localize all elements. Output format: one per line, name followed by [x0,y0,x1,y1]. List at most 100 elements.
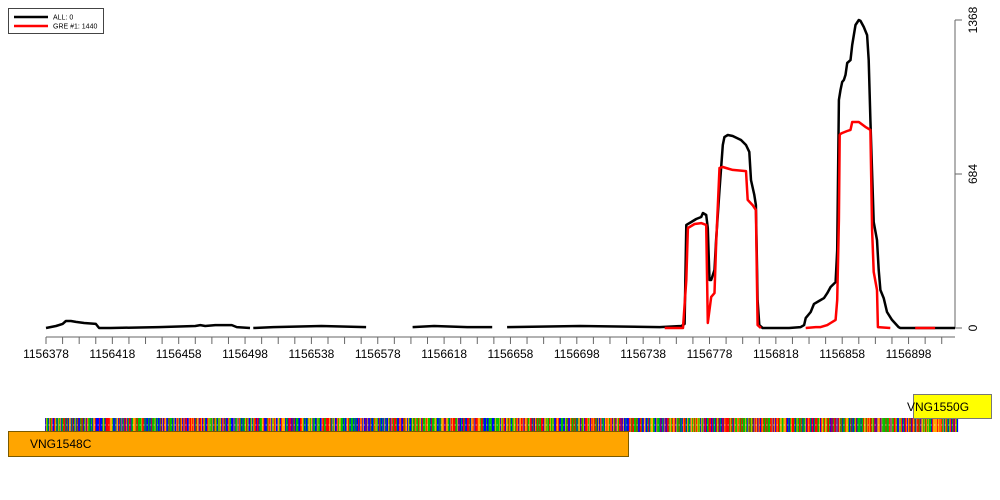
base-mark [494,418,496,432]
base-mark [137,418,139,432]
x-tick-label: 1156778 [687,347,733,361]
y-tick-label: 1368 [966,6,980,33]
base-mark [207,418,209,432]
base-mark [254,418,256,432]
x-tick-label: 1156818 [753,347,799,361]
base-mark [957,418,959,432]
base-mark [813,418,815,432]
base-mark [667,418,669,432]
base-mark [211,418,213,432]
base-mark [648,418,650,432]
base-mark [718,418,720,432]
base-mark [289,418,291,432]
base-mark [240,418,242,432]
gene-box-vng1550g[interactable] [913,394,992,419]
base-mark [280,418,283,432]
base-mark [708,418,710,432]
base-mark [911,418,913,432]
base-mark [544,418,546,432]
base-mark [828,418,830,432]
base-mark [901,418,903,432]
base-mark [564,418,566,432]
base-mark [203,418,205,432]
base-mark [681,418,683,432]
base-mark [452,418,454,432]
base-mark [519,418,521,432]
base-mark [249,418,251,432]
base-mark [638,418,641,432]
base-mark [144,418,146,432]
base-mark [648,418,650,432]
base-mark [417,418,420,432]
base-mark [767,418,769,432]
base-mark [438,418,440,432]
base-mark [593,418,595,432]
base-mark [567,418,569,432]
base-mark [495,418,497,432]
base-mark [628,418,631,432]
base-mark [74,418,77,432]
x-tick-label: 1156618 [421,347,467,361]
base-mark [298,418,300,432]
base-mark [89,418,91,432]
base-mark [858,418,861,432]
base-mark [851,418,853,432]
base-mark [358,418,361,432]
base-mark [505,418,507,432]
base-mark [938,418,940,432]
base-mark [684,418,686,432]
base-mark [840,418,842,432]
base-mark [404,418,406,432]
base-mark [449,418,451,432]
base-mark [701,418,703,432]
base-mark [337,418,339,432]
base-mark [376,418,378,432]
base-mark [646,418,648,432]
base-mark [411,418,413,432]
base-mark [597,418,599,432]
base-mark [638,418,640,432]
base-mark [719,418,721,432]
base-mark [627,418,629,432]
base-mark [158,418,160,432]
base-mark [714,418,716,432]
base-mark [358,418,360,432]
base-mark [432,418,435,432]
base-mark [246,418,248,432]
base-mark [107,418,109,432]
base-mark [191,418,193,432]
base-mark [770,418,773,432]
base-mark [292,418,294,432]
base-mark [788,418,790,432]
base-mark [385,418,387,432]
gene-box-vng1548c[interactable] [8,431,629,457]
base-mark [413,418,415,432]
base-mark [56,418,58,432]
base-mark [900,418,902,432]
base-mark [875,418,877,432]
base-mark [333,418,335,432]
base-mark [764,418,766,432]
base-mark [397,418,399,432]
base-mark [540,418,542,432]
base-mark [393,418,395,432]
base-mark [442,418,444,432]
base-mark [169,418,171,432]
base-mark [744,418,746,432]
base-mark [908,418,910,432]
base-mark [778,418,780,432]
base-mark [746,418,748,432]
base-mark [221,418,223,432]
base-mark [889,418,891,432]
base-mark [722,418,724,432]
base-mark [128,418,130,432]
base-mark [898,418,900,432]
base-mark [915,418,917,432]
base-mark [925,418,927,432]
base-mark [765,418,767,432]
base-mark [85,418,87,432]
base-mark [922,418,924,432]
base-mark [873,418,875,432]
base-mark [288,418,290,432]
base-mark [726,418,728,432]
